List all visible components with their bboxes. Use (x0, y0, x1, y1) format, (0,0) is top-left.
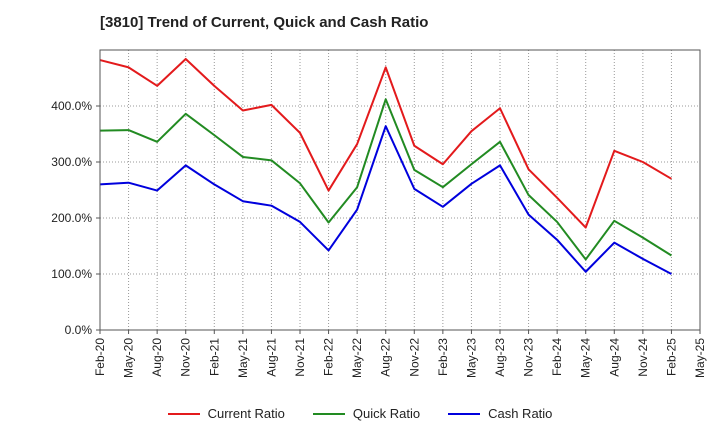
x-tick-label: Nov-20 (179, 338, 193, 377)
series-layer (99, 57, 672, 275)
series-line-cash-ratio (99, 125, 672, 275)
legend-label-current-ratio: Current Ratio (207, 406, 285, 421)
x-tick-label: Nov-21 (293, 338, 307, 377)
y-axis-ticks: 0.0% 100.0% 200.0% 300.0% 400.0% (51, 99, 100, 337)
x-tick-label: Aug-24 (607, 338, 621, 377)
chart-title: [3810] Trend of Current, Quick and Cash … (100, 14, 429, 31)
x-tick-label: Aug-21 (264, 338, 278, 377)
legend-swatch-quick-ratio (312, 412, 345, 415)
x-axis-ticks: Feb-20 May-20 Aug-20 Nov-20 Feb-21 May-21 Aug-… (93, 330, 707, 378)
legend-swatch-cash-ratio (448, 412, 481, 415)
legend-label-cash-ratio: Cash Ratio (488, 406, 553, 421)
x-tick-label: Nov-23 (522, 338, 536, 377)
x-tick-label: Aug-23 (493, 338, 507, 377)
x-tick-label: May-22 (350, 338, 364, 378)
x-tick-label: Feb-23 (436, 338, 450, 376)
x-tick-label: May-24 (579, 338, 593, 378)
x-tick-label: Feb-22 (322, 338, 336, 376)
x-tick-label: Aug-20 (150, 338, 164, 377)
x-tick-label: Aug-22 (379, 338, 393, 377)
x-tick-label: Feb-21 (207, 338, 221, 376)
x-tick-label: May-20 (122, 338, 136, 378)
series-line-quick-ratio (99, 98, 672, 261)
legend-item-current-ratio: Current Ratio (167, 406, 285, 421)
legend-label-quick-ratio: Quick Ratio (352, 406, 421, 421)
series-line-current-ratio (99, 57, 672, 229)
grid-layer (100, 50, 700, 330)
x-tick-label: Feb-20 (93, 338, 107, 376)
y-tick-label: 0.0% (65, 323, 93, 337)
x-tick-label: May-23 (464, 338, 478, 378)
legend-item-quick-ratio: Quick Ratio (312, 406, 421, 421)
plot-frame (99, 49, 701, 331)
x-tick-label: Feb-24 (550, 338, 564, 376)
x-tick-label: Nov-22 (407, 338, 421, 377)
y-tick-label: 200.0% (51, 211, 92, 225)
x-tick-label: Feb-25 (664, 338, 678, 376)
x-tick-label: Nov-24 (636, 338, 650, 377)
legend-swatch-current-ratio (167, 412, 200, 415)
legend-item-cash-ratio: Cash Ratio (448, 406, 552, 421)
x-tick-label: May-25 (693, 338, 707, 378)
y-tick-label: 300.0% (51, 155, 92, 169)
x-tick-label: May-21 (236, 338, 250, 378)
y-tick-label: 400.0% (51, 99, 92, 113)
legend: Current Ratio Quick Ratio Cash Ratio (0, 406, 720, 421)
y-tick-label: 100.0% (51, 267, 92, 281)
